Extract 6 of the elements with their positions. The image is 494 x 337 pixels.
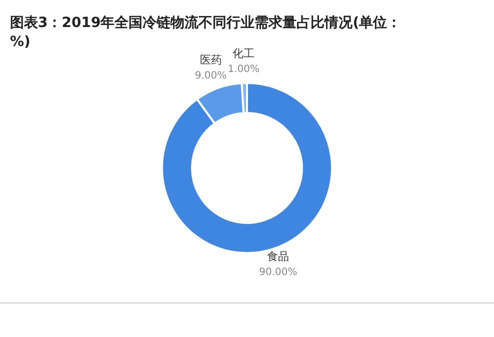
data-label: 1.00% [228, 64, 260, 76]
data-label: 90.00% [259, 267, 298, 278]
slice-label: 化工 [232, 47, 255, 60]
slice-label: 食品 [267, 250, 290, 264]
data-label: 9.00% [194, 70, 227, 82]
slice-label: 医药 [200, 53, 222, 66]
